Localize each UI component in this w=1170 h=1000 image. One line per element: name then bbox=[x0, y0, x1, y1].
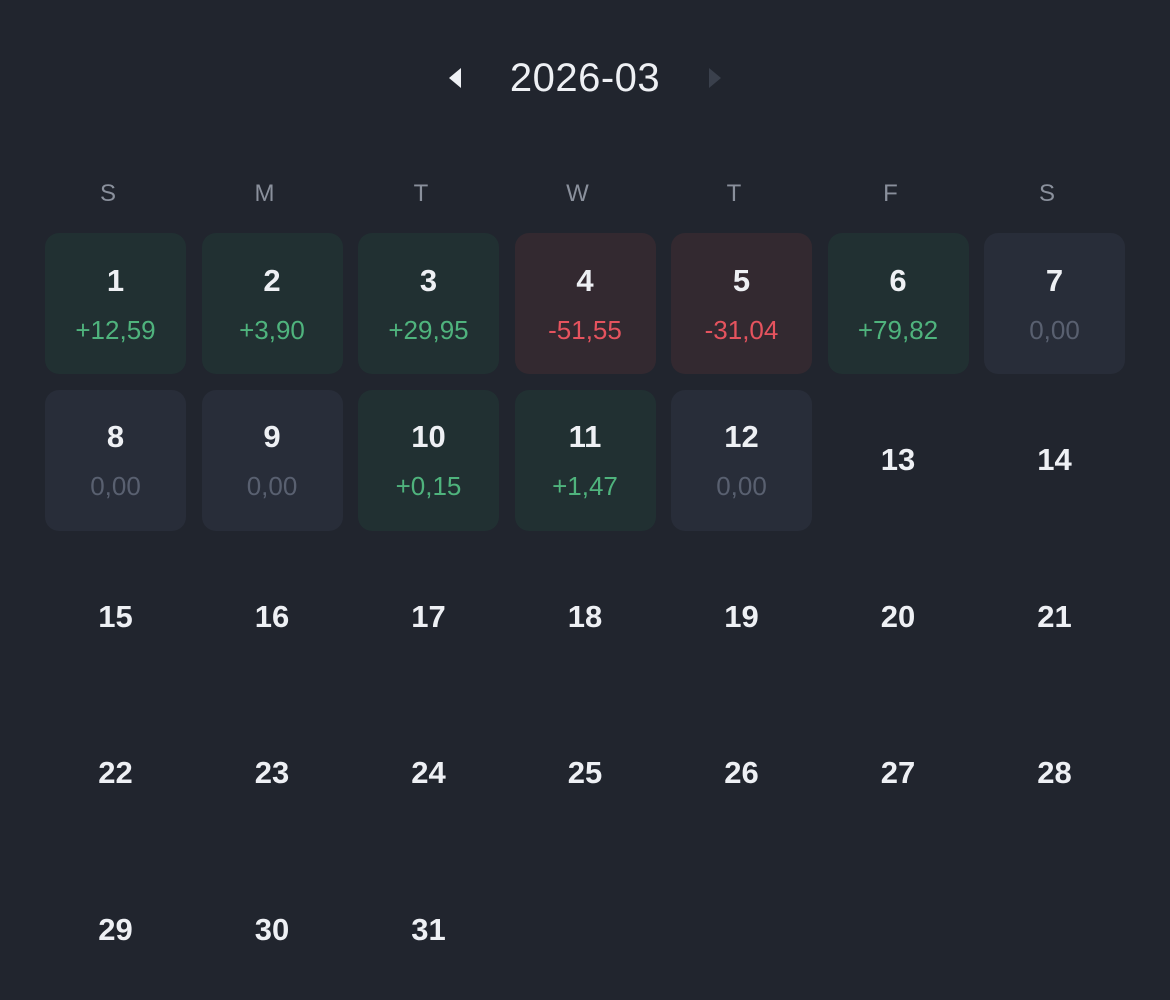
day-pnl-value: 0,00 bbox=[90, 471, 141, 501]
calendar-day-empty: 21 bbox=[984, 546, 1125, 687]
day-pnl-value: +12,59 bbox=[75, 314, 156, 345]
day-pnl-value: -51,55 bbox=[548, 314, 622, 345]
weekday-header-row: S M T W T F S bbox=[38, 178, 1117, 210]
calendar-day-cell[interactable]: 7 0,00 bbox=[984, 233, 1125, 374]
day-number: 31 bbox=[411, 911, 446, 947]
day-pnl-value: 0,00 bbox=[716, 471, 767, 501]
day-pnl-value: -31,04 bbox=[704, 314, 779, 345]
calendar-day-cell[interactable]: 3 +29,95 bbox=[358, 233, 499, 374]
calendar-day-cell[interactable]: 9 0,00 bbox=[201, 389, 343, 531]
day-number: 11 bbox=[568, 419, 602, 454]
calendar-day-empty: 25 bbox=[515, 703, 656, 844]
weekday-label: T bbox=[726, 180, 742, 207]
day-number: 19 bbox=[724, 598, 759, 634]
day-number: 9 bbox=[263, 419, 281, 454]
day-number: 14 bbox=[1037, 442, 1072, 477]
day-number: 5 bbox=[732, 262, 751, 298]
day-number: 29 bbox=[98, 911, 133, 947]
day-number: 10 bbox=[411, 419, 446, 454]
calendar-grid: 1 +12,59 2 +3,90 3 +29,95 4 -51,55 5 -31,04 6 +79,8… bbox=[45, 233, 1125, 1000]
day-number: 1 bbox=[106, 262, 125, 298]
day-number: 8 bbox=[106, 419, 125, 454]
calendar-day-empty: 19 bbox=[671, 546, 812, 687]
month-header: 2026-03 bbox=[0, 48, 1170, 108]
day-number: 3 bbox=[419, 262, 438, 298]
calendar-day-empty: 18 bbox=[515, 546, 656, 687]
calendar-day-cell[interactable]: 11 +1,47 bbox=[514, 389, 656, 531]
calendar-day-empty: 20 bbox=[828, 546, 969, 687]
caret-left-icon bbox=[449, 68, 461, 88]
day-number: 28 bbox=[1037, 755, 1072, 790]
day-number: 2 bbox=[263, 262, 281, 298]
calendar-day-empty: 14 bbox=[984, 390, 1125, 531]
day-number: 12 bbox=[724, 419, 759, 454]
day-pnl-value: +1,47 bbox=[552, 471, 618, 501]
calendar-day-empty: 23 bbox=[202, 703, 343, 844]
day-pnl-value: +29,95 bbox=[388, 314, 469, 345]
day-pnl-value: 0,00 bbox=[1029, 314, 1080, 345]
weekday-label: S bbox=[99, 180, 116, 207]
day-number: 13 bbox=[880, 442, 916, 477]
day-number: 7 bbox=[1045, 262, 1064, 298]
day-number: 26 bbox=[724, 755, 759, 790]
day-number: 30 bbox=[254, 911, 290, 947]
weekday-label: M bbox=[254, 180, 275, 207]
calendar-day-empty: 29 bbox=[45, 859, 186, 1000]
next-month-button[interactable] bbox=[699, 62, 731, 94]
day-number: 18 bbox=[567, 598, 603, 634]
day-pnl-value: +79,82 bbox=[857, 314, 939, 345]
weekday-label: F bbox=[883, 180, 898, 207]
weekday-label: W bbox=[566, 180, 589, 207]
calendar-day-cell[interactable]: 1 +12,59 bbox=[45, 233, 186, 374]
calendar-day-empty: 15 bbox=[45, 546, 186, 687]
day-pnl-value: +0,15 bbox=[395, 471, 462, 501]
day-number: 4 bbox=[576, 262, 594, 298]
month-title: 2026-03 bbox=[509, 56, 661, 100]
day-number: 21 bbox=[1037, 598, 1072, 634]
calendar-day-empty: 24 bbox=[358, 703, 499, 844]
calendar-day-cell[interactable]: 4 -51,55 bbox=[514, 233, 656, 374]
weekday-label: T bbox=[413, 180, 429, 207]
day-number: 20 bbox=[880, 598, 916, 634]
day-number: 6 bbox=[889, 262, 907, 298]
calendar-day-empty: 26 bbox=[671, 703, 812, 844]
calendar-day-empty: 31 bbox=[358, 859, 499, 1000]
calendar-day-empty: 16 bbox=[202, 546, 343, 687]
day-number: 22 bbox=[98, 755, 133, 790]
calendar-day-empty: 30 bbox=[202, 859, 343, 1000]
calendar-day-empty: 28 bbox=[984, 703, 1125, 844]
calendar-day-empty: 17 bbox=[358, 546, 499, 687]
day-number: 25 bbox=[567, 755, 603, 790]
calendar-day-empty: 22 bbox=[45, 703, 186, 844]
calendar-day-cell[interactable]: 2 +3,90 bbox=[201, 233, 343, 374]
caret-right-icon bbox=[709, 68, 721, 88]
day-number: 27 bbox=[880, 755, 916, 790]
calendar-day-cell[interactable]: 8 0,00 bbox=[45, 389, 186, 531]
day-number: 23 bbox=[254, 755, 290, 790]
calendar-day-cell[interactable]: 12 0,00 bbox=[671, 389, 812, 531]
day-pnl-value: +3,90 bbox=[239, 314, 305, 345]
calendar-day-empty: 27 bbox=[828, 703, 969, 844]
day-pnl-value: 0,00 bbox=[246, 471, 298, 501]
calendar-day-cell[interactable]: 10 +0,15 bbox=[358, 389, 499, 531]
weekday-label: S bbox=[1038, 180, 1055, 207]
day-number: 24 bbox=[411, 755, 446, 790]
day-number: 17 bbox=[411, 598, 446, 634]
prev-month-button[interactable] bbox=[439, 62, 471, 94]
day-number: 16 bbox=[254, 598, 290, 634]
day-number: 15 bbox=[98, 598, 133, 634]
calendar-day-cell[interactable]: 5 -31,04 bbox=[671, 233, 812, 374]
calendar-day-cell[interactable]: 6 +79,82 bbox=[827, 233, 969, 374]
calendar-day-empty: 13 bbox=[828, 390, 969, 531]
